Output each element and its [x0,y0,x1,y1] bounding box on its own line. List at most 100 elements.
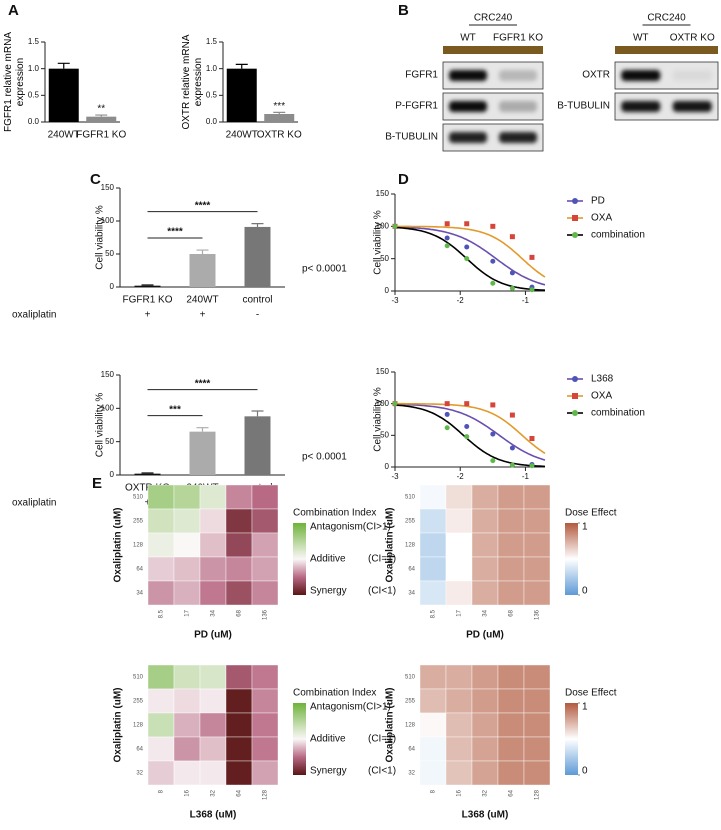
heat-cell [147,760,175,786]
x-tick-label: 34 [211,609,217,616]
legend-label: OXA [591,213,612,224]
data-point [464,423,470,429]
colorbar [565,523,578,595]
heat-cell [147,688,175,714]
x-tick-label: OXTR KO [125,483,170,494]
bar [86,116,117,122]
heat-cell [251,760,279,786]
fit-curve [395,226,546,286]
heat-cell [173,736,201,762]
data-point [509,270,515,276]
colorbar [293,703,306,775]
heat-cell [445,688,473,714]
heat-cell [471,484,499,510]
legend-label: combination [591,408,645,419]
heat-cell [523,556,551,582]
band [621,70,661,81]
blot-header: CRC240 [474,13,513,24]
blot-header: CRC240 [647,13,686,24]
heat-cell [251,484,279,510]
heat-cell [419,580,447,606]
y-tick-label: 255 [405,699,416,705]
band [499,132,537,143]
heat-cell [419,532,447,558]
data-point [490,431,496,437]
y-tick-label: 0 [385,462,390,471]
x-tick-label: 240WT [48,130,80,141]
heat-cell [419,688,447,714]
treatment-label: oxaliplatin [12,310,56,321]
row-label: P-FGFR1 [395,101,438,112]
x-tick-label: 32 [483,789,489,796]
y-axis-title-box: FGFR1 relative mRNA expression [3,32,26,133]
heat-cell [471,688,499,714]
treatment-sign: - [256,310,259,321]
treatment-label: oxaliplatin [12,498,56,509]
x-tick-label: 8.5 [431,609,437,618]
x-tick-label: -2 [457,296,465,305]
data-point [464,434,470,440]
y-axis-title: Cell viability % [373,210,384,275]
legend-marker [572,198,578,204]
heat-cell [225,484,253,510]
error-bar [251,223,264,227]
heat-cell [497,760,525,786]
error-bar [196,427,209,432]
y-tick-label: 50 [105,249,114,258]
error-bar [251,410,264,417]
band [449,70,487,81]
heat-cell [445,556,473,582]
heat-cell [173,712,201,738]
y-tick-label: 510 [133,675,144,681]
heat-cell [147,508,175,534]
y-axis-title: FGFR1 relative mRNA expression [3,32,26,133]
heat-cell [251,688,279,714]
data-point [444,235,450,241]
y-axis-title: Cell viability % [373,387,384,452]
heat-cell [173,760,201,786]
y-tick-label: 32 [136,771,143,777]
heat-cell [471,580,499,606]
y-axis-title: Oxaliplatin (uM) [385,508,396,583]
panel-label: E [92,475,102,492]
y-tick-label: 32 [408,771,415,777]
row-label: B-TUBULIN [557,101,610,112]
legend-marker [572,410,578,416]
heat-cell [147,484,175,510]
x-tick-label: 8 [431,789,437,793]
y-tick-label: 255 [133,699,144,705]
heat-cell [445,760,473,786]
heat-cell [251,736,279,762]
colorbar-label: Synergy [310,586,347,597]
lane-label: FGFR1 KO [493,33,543,44]
colorbar-label: Additive [310,554,346,565]
y-tick-label: 0.0 [206,117,218,126]
bar [244,226,271,287]
legend-label: PD [591,196,605,207]
heat-cell [199,556,227,582]
colorbar-title: Dose Effect [565,688,617,699]
y-tick-label: 100 [101,216,115,225]
heat-cell [523,664,551,690]
heat-cell [251,508,279,534]
panel-label: C [90,171,101,188]
band [449,101,487,112]
x-tick-label: -3 [391,296,399,305]
band [672,101,712,112]
y-tick-label: 510 [405,675,416,681]
x-tick-label: 64 [237,789,243,796]
data-point [529,463,535,469]
x-axis-title: PD (uM) [466,630,504,641]
heat-cell [471,712,499,738]
y-tick-label: 150 [376,189,390,198]
y-axis-title: Cell viability % [95,393,106,458]
heat-cell [147,736,175,762]
fit-curve [394,226,546,291]
bar [189,254,216,287]
fit-curve [395,402,546,454]
treatment-sign: + [200,310,206,321]
x-tick-label: 34 [483,609,489,616]
bar [244,416,271,475]
x-tick-label: 68 [237,609,243,616]
data-point [509,285,515,291]
